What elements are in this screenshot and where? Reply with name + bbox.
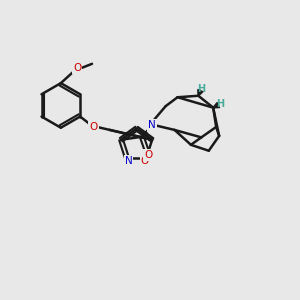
Text: H: H (197, 84, 206, 94)
Text: N: N (124, 156, 132, 166)
Text: H: H (217, 99, 225, 109)
Text: O: O (73, 63, 81, 73)
Text: O: O (89, 122, 98, 132)
Text: O: O (144, 150, 152, 160)
Text: N: N (148, 121, 156, 130)
Text: O: O (141, 156, 149, 166)
